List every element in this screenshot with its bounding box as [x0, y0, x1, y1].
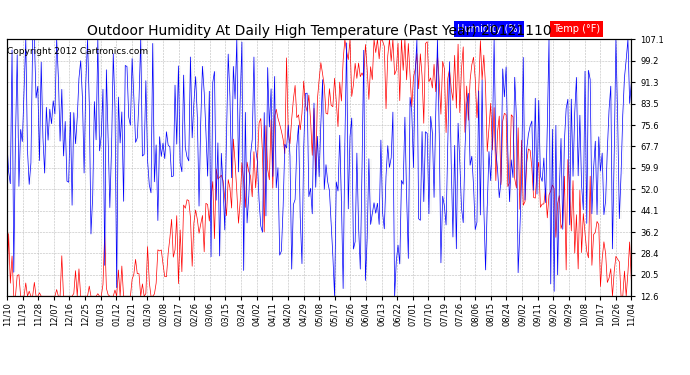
Text: Copyright 2012 Cartronics.com: Copyright 2012 Cartronics.com	[7, 47, 148, 56]
Text: Temp (°F): Temp (°F)	[553, 24, 600, 34]
Text: Humidity (%): Humidity (%)	[457, 24, 521, 34]
Title: Outdoor Humidity At Daily High Temperature (Past Year) 20121110: Outdoor Humidity At Daily High Temperatu…	[87, 24, 551, 38]
